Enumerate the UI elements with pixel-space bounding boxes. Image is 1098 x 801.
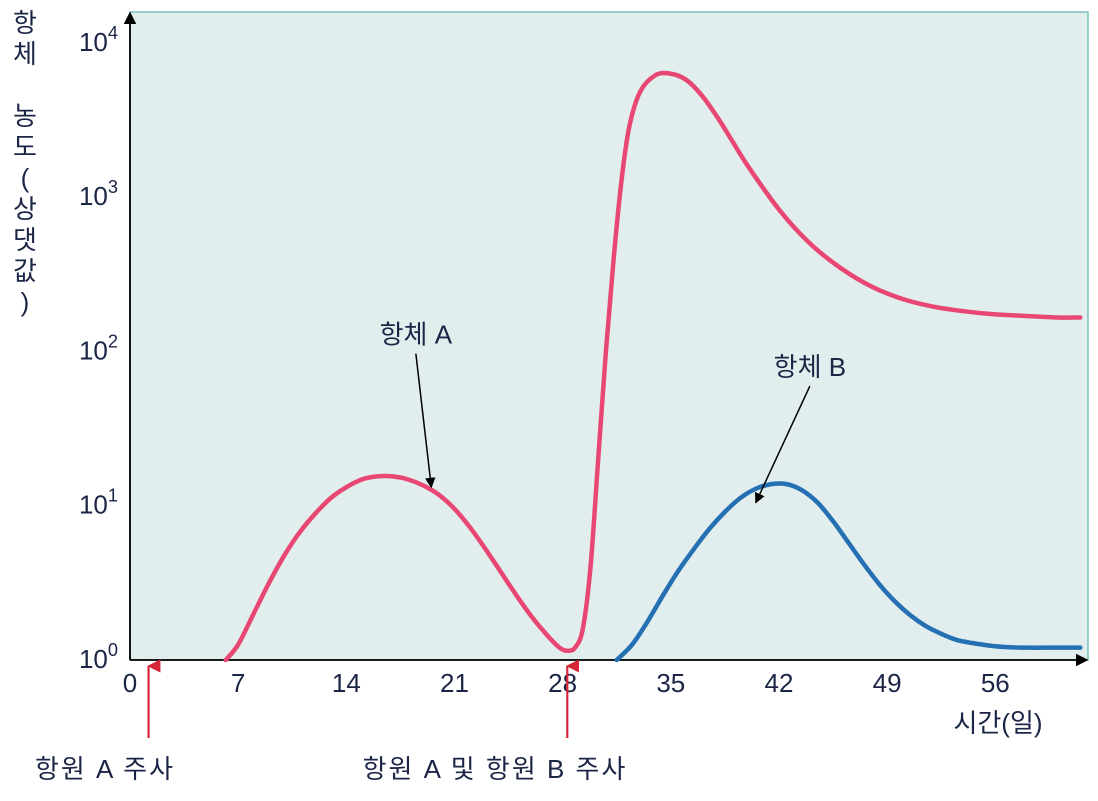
y-tick-label: 104 — [79, 23, 118, 57]
x-tick-label: 42 — [765, 668, 794, 698]
x-tick-label: 49 — [873, 668, 902, 698]
injection-label: 항원 A 주사 — [35, 754, 175, 784]
y-axis-label-char: 상 — [13, 194, 37, 224]
y-tick-label: 101 — [79, 486, 118, 520]
y-axis-label-char: 값 — [13, 256, 37, 286]
series-label: 항체 B — [774, 352, 846, 382]
x-tick-label: 14 — [332, 668, 361, 698]
y-axis-label-char: 도 — [13, 132, 37, 162]
y-tick-label: 100 — [79, 640, 118, 674]
y-axis-label-char: 댓 — [13, 225, 37, 255]
x-tick-label: 56 — [981, 668, 1010, 698]
series-label: 항체 A — [380, 320, 453, 350]
x-tick-label: 21 — [440, 668, 469, 698]
chart-container: 0 7 14 21 28 35 42 49 56 100 101 102 103 104 항체 농도(상댓값… — [0, 0, 1098, 801]
y-axis-label-char: ) — [21, 287, 30, 317]
x-axis-label: 시간(일) — [953, 708, 1042, 738]
y-axis-label-char: 농 — [13, 101, 37, 131]
y-tick-label: 102 — [79, 331, 118, 365]
y-axis-label-char: 체 — [13, 39, 37, 69]
x-tick-label: 0 — [123, 668, 137, 698]
y-axis-label-char: ( — [21, 163, 30, 193]
x-tick-label: 7 — [231, 668, 245, 698]
antibody-chart: 0 7 14 21 28 35 42 49 56 100 101 102 103 104 항체 농도(상댓값… — [0, 0, 1098, 801]
x-tick-label: 35 — [656, 668, 685, 698]
injection-label: 항원 A 및 항원 B 주사 — [363, 754, 628, 784]
y-tick-label: 103 — [79, 177, 118, 211]
y-axis-label-char: 항 — [13, 8, 37, 38]
x-tick-label: 28 — [548, 668, 577, 698]
